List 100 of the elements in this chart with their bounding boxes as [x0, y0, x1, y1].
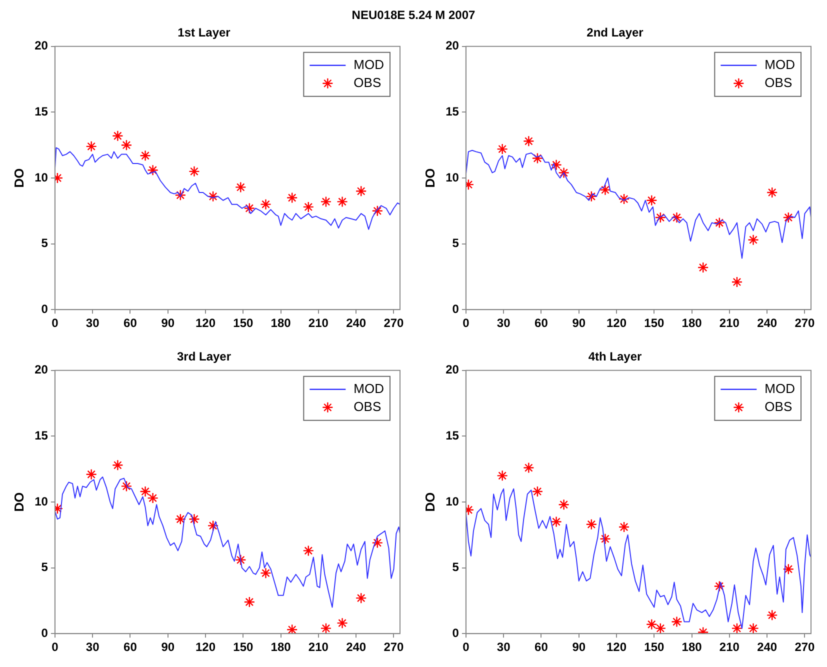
x-tick-label: 210	[719, 640, 740, 654]
x-tick-label: 270	[384, 640, 404, 654]
x-tick-label: 150	[644, 640, 664, 654]
y-tick-label: 5	[452, 236, 460, 250]
x-tick-label: 210	[308, 640, 329, 654]
x-tick-label: 210	[719, 316, 740, 330]
point	[120, 480, 132, 492]
point	[671, 212, 682, 224]
legend-label: MOD	[764, 380, 796, 396]
y-tick-label: 20	[34, 38, 48, 53]
chart-title: 3rd Layer	[176, 350, 232, 364]
y-tick-label: 20	[34, 362, 48, 377]
text: NEU018E 5.24 M 2007	[350, 8, 476, 24]
x-tick-label: 30	[86, 316, 100, 330]
x-tick-label: 60	[534, 640, 548, 654]
point	[235, 182, 246, 193]
point	[550, 159, 562, 170]
chart-title: 1st Layer	[178, 26, 231, 40]
y-tick-label: 0	[452, 302, 460, 316]
x-tick-label: 60	[124, 316, 138, 330]
point	[586, 518, 598, 530]
point	[766, 186, 778, 198]
point	[336, 196, 348, 208]
y-tick-label: 10	[446, 494, 460, 508]
x-tick-label: 90	[572, 316, 586, 330]
point	[697, 262, 709, 274]
x-tick-label: 180	[682, 640, 702, 654]
point	[523, 136, 534, 147]
point	[112, 460, 124, 471]
x-tick-label: 60	[124, 640, 138, 654]
point	[302, 201, 314, 213]
point	[112, 130, 124, 142]
y-tick-label: 5	[452, 560, 460, 574]
y-axis-title: DO	[11, 492, 26, 512]
x-tick-label: 0	[52, 640, 59, 654]
y-axis-title: DO	[422, 168, 438, 188]
chart-title: 4th Layer	[588, 350, 642, 364]
point	[260, 198, 272, 210]
legend-label: OBS	[354, 398, 382, 414]
x-tick-label: 90	[572, 640, 586, 654]
point	[235, 554, 246, 566]
y-tick-label: 10	[34, 170, 48, 184]
y-tick-label: 5	[41, 560, 48, 574]
x-tick-label: 90	[161, 640, 175, 654]
point	[147, 492, 158, 504]
x-tick-label: 120	[606, 316, 627, 330]
point	[766, 610, 778, 621]
point	[244, 202, 256, 214]
y-axis-title: DO	[422, 492, 438, 512]
x-tick-label: 0	[462, 640, 470, 654]
point	[646, 618, 658, 630]
point	[600, 184, 611, 196]
y-tick-label: 0	[452, 626, 460, 640]
point	[336, 617, 348, 629]
point	[523, 462, 534, 474]
x-tick-label: 120	[606, 640, 627, 654]
legend-label: MOD	[354, 380, 384, 396]
point	[207, 520, 219, 532]
x-tick-label: 240	[757, 640, 778, 654]
x-tick-label: 270	[794, 316, 816, 330]
point	[748, 234, 759, 246]
point	[120, 140, 132, 151]
point	[748, 622, 759, 634]
point	[558, 499, 570, 510]
point	[646, 194, 658, 206]
y-tick-label: 10	[34, 494, 48, 508]
point	[654, 622, 666, 634]
x-tick-label: 30	[496, 316, 511, 330]
point	[654, 212, 666, 224]
point	[86, 468, 97, 480]
x-tick-label: 240	[757, 316, 778, 330]
x-tick-label: 120	[196, 640, 216, 654]
point	[671, 616, 682, 628]
y-tick-label: 10	[446, 170, 460, 184]
y-tick-label: 15	[34, 428, 48, 443]
x-tick-label: 270	[384, 316, 404, 330]
x-tick-label: 240	[346, 316, 366, 330]
point	[356, 186, 367, 197]
point	[618, 521, 630, 533]
x-tick-label: 120	[196, 316, 216, 330]
point	[714, 217, 726, 228]
point	[286, 192, 298, 204]
chart-title: 2nd Layer	[586, 26, 644, 40]
point	[260, 567, 272, 579]
x-tick-label: 240	[346, 640, 366, 654]
point	[532, 486, 544, 498]
point	[356, 592, 367, 604]
legend-label: MOD	[764, 56, 796, 72]
point	[782, 212, 794, 224]
y-tick-label: 5	[41, 236, 48, 250]
point	[496, 470, 508, 482]
y-axis-title: DO	[11, 168, 26, 188]
point	[286, 624, 298, 634]
point	[618, 193, 630, 205]
x-tick-label: 180	[682, 316, 702, 330]
x-tick-label: 270	[794, 640, 816, 654]
point	[188, 166, 200, 178]
y-tick-label: 15	[446, 104, 460, 119]
point	[731, 276, 743, 288]
point	[714, 580, 726, 592]
